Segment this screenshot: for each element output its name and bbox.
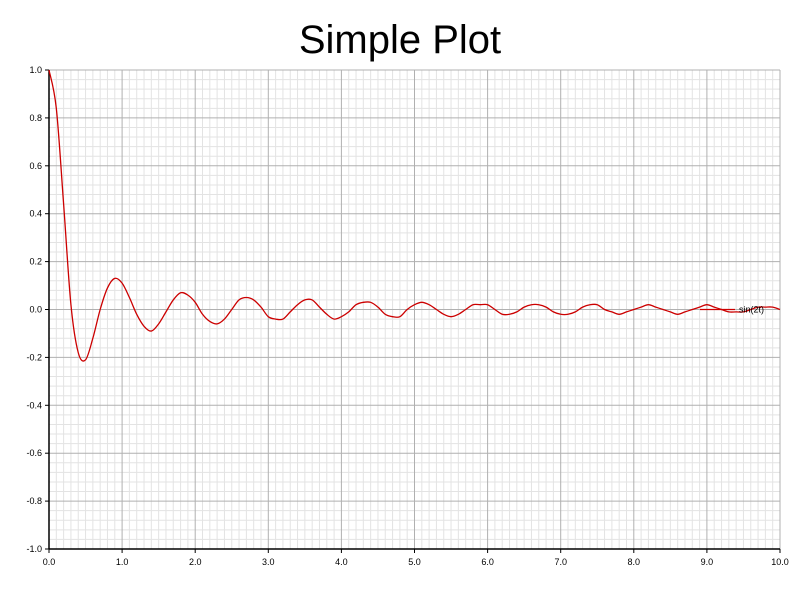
x-tick-label: 7.0 [554, 557, 567, 567]
x-tick-label: 6.0 [481, 557, 494, 567]
y-tick-label: 0.4 [29, 209, 42, 219]
y-tick-label: -0.4 [26, 400, 42, 410]
axes [45, 69, 781, 553]
y-tick-labels: 1.0 0.8 0.6 0.4 0.2 0.0 -0.2 -0.4 -0.6 -0.8 -1.0 [26, 65, 42, 554]
legend: sin(2t) [700, 305, 764, 315]
x-tick-label: 2.0 [189, 557, 202, 567]
x-tick-label: 4.0 [335, 557, 348, 567]
chart-title: Simple Plot [298, 18, 502, 62]
x-tick-label: 5.0 [408, 557, 421, 567]
y-tick-label: 0.8 [29, 113, 42, 123]
y-tick-label: 0.6 [29, 161, 42, 171]
x-tick-label: 10.0 [771, 557, 789, 567]
x-tick-label: 3.0 [262, 557, 275, 567]
y-tick-label: 0.2 [29, 257, 42, 267]
y-tick-label: -0.8 [26, 496, 42, 506]
series-line-sin-2t- [48, 69, 781, 362]
y-tick-label: -0.2 [26, 352, 42, 362]
y-tick-label: -1.0 [26, 544, 42, 554]
x-tick-labels: 0.0 1.0 2.0 3.0 4.0 5.0 6.0 7.0 8.0 9.0 10.0 [43, 557, 789, 567]
y-tick-label: -0.6 [26, 448, 42, 458]
y-tick-label: 0.0 [29, 305, 42, 315]
x-tick-label: 8.0 [628, 557, 641, 567]
x-tick-label: 0.0 [43, 557, 56, 567]
y-tick-label: 1.0 [29, 65, 42, 75]
series-lines [48, 69, 781, 362]
legend-label: sin(2t) [739, 305, 764, 315]
x-tick-label: 1.0 [116, 557, 129, 567]
x-tick-label: 9.0 [701, 557, 714, 567]
